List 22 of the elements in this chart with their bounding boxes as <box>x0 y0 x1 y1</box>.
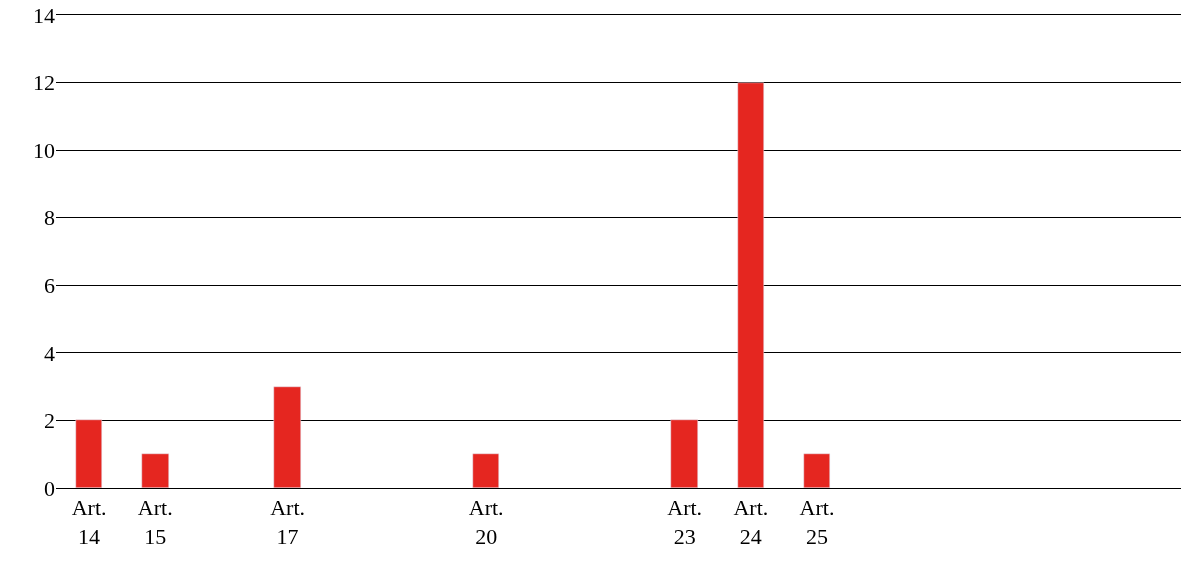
y-tick-label: 2 <box>44 408 55 434</box>
y-tick-label: 12 <box>33 70 55 96</box>
y-tick-label: 8 <box>44 205 55 231</box>
y-tick-label: 6 <box>44 272 55 298</box>
bar <box>737 82 764 488</box>
bar <box>141 453 169 488</box>
x-tick-label: Art. 20 <box>468 495 504 549</box>
x-tick-label: Art. 24 <box>733 495 769 549</box>
y-tick-label: 0 <box>44 475 55 501</box>
x-tick-label: Art. 25 <box>799 495 835 549</box>
x-tick-label: Art. 17 <box>270 495 306 549</box>
bar <box>670 419 698 488</box>
y-tick-label: 14 <box>33 2 55 28</box>
y-tick-label: 4 <box>44 340 55 366</box>
bar <box>75 419 102 488</box>
x-tick-label: Art. 23 <box>667 495 703 549</box>
bar <box>472 453 499 488</box>
bar <box>273 386 301 488</box>
bar <box>803 453 830 488</box>
x-tick-label: Art. 14 <box>71 495 107 549</box>
x-tick-label: Art. 15 <box>137 495 173 549</box>
y-tick-label: 10 <box>33 137 55 163</box>
